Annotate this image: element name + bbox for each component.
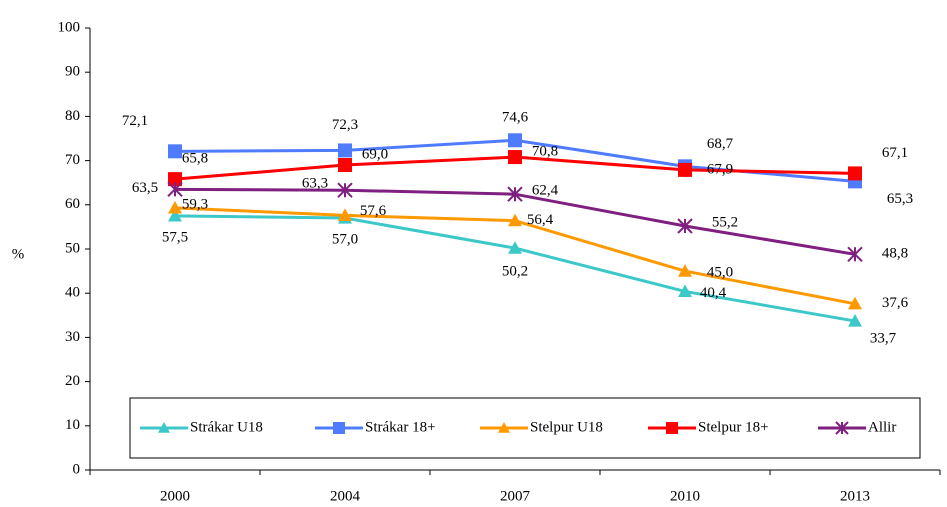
data-point bbox=[507, 186, 523, 202]
legend-label: Stelpur 18+ bbox=[698, 419, 769, 435]
legend-marker bbox=[666, 422, 678, 434]
data-label: 57,5 bbox=[162, 229, 188, 245]
data-point bbox=[337, 182, 353, 198]
data-point bbox=[508, 150, 522, 165]
data-point bbox=[848, 296, 862, 310]
legend-label: Stelpur U18 bbox=[530, 419, 603, 435]
data-point bbox=[168, 200, 182, 214]
y-tick-label: 50 bbox=[65, 240, 80, 256]
data-label: 33,7 bbox=[870, 330, 897, 346]
data-label: 56,4 bbox=[527, 212, 554, 228]
data-point bbox=[678, 284, 692, 298]
data-point bbox=[508, 133, 522, 148]
data-label: 57,0 bbox=[332, 231, 358, 247]
data-label: 65,8 bbox=[182, 151, 208, 167]
y-tick-label: 30 bbox=[65, 329, 80, 345]
data-label: 67,1 bbox=[882, 145, 908, 161]
y-tick-label: 60 bbox=[65, 196, 80, 212]
data-label: 70,8 bbox=[532, 144, 558, 160]
legend-marker bbox=[158, 422, 170, 433]
data-point bbox=[677, 218, 693, 234]
data-label: 67,9 bbox=[707, 161, 733, 177]
data-label: 59,3 bbox=[182, 196, 208, 212]
y-axis-label: % bbox=[12, 246, 25, 262]
data-label: 65,3 bbox=[887, 191, 913, 207]
data-point bbox=[338, 208, 352, 222]
data-point bbox=[678, 162, 692, 177]
data-point bbox=[168, 208, 182, 222]
legend-marker bbox=[835, 421, 849, 435]
legend-label: Strákar 18+ bbox=[365, 419, 436, 435]
y-tick-label: 0 bbox=[73, 461, 81, 477]
y-tick-label: 90 bbox=[65, 64, 80, 80]
y-tick-label: 80 bbox=[65, 108, 80, 124]
data-point bbox=[848, 314, 862, 327]
data-label: 62,4 bbox=[532, 183, 559, 199]
data-label: 48,8 bbox=[882, 246, 908, 262]
x-tick-label: 2013 bbox=[840, 488, 870, 504]
y-tick-label: 40 bbox=[65, 285, 80, 301]
data-label: 72,1 bbox=[122, 113, 148, 129]
data-label: 45,0 bbox=[707, 265, 733, 281]
y-tick-label: 70 bbox=[65, 152, 80, 168]
x-tick-label: 2010 bbox=[670, 488, 700, 504]
data-label: 74,6 bbox=[502, 110, 529, 126]
data-label: 63,5 bbox=[132, 180, 158, 196]
data-point bbox=[168, 172, 182, 187]
data-point bbox=[338, 158, 352, 173]
data-label: 57,6 bbox=[360, 203, 387, 219]
legend-label: Strákar U18 bbox=[190, 419, 263, 435]
data-label: 68,7 bbox=[707, 136, 734, 152]
data-point bbox=[848, 166, 862, 181]
data-point bbox=[168, 144, 182, 159]
y-tick-label: 100 bbox=[58, 19, 81, 35]
data-label: 63,3 bbox=[302, 176, 328, 192]
data-label: 72,3 bbox=[332, 117, 358, 133]
legend-label: Allir bbox=[868, 419, 896, 435]
data-point bbox=[338, 143, 352, 158]
x-tick-label: 2007 bbox=[500, 488, 531, 504]
legend-marker bbox=[498, 422, 510, 433]
data-point bbox=[678, 264, 692, 277]
data-label: 37,6 bbox=[882, 295, 909, 311]
x-tick-label: 2000 bbox=[160, 488, 190, 504]
legend-marker bbox=[333, 422, 345, 434]
data-point bbox=[847, 246, 863, 263]
data-point bbox=[508, 241, 522, 254]
data-label: 50,2 bbox=[502, 264, 528, 280]
data-point bbox=[167, 181, 183, 198]
data-label: 55,2 bbox=[712, 214, 738, 230]
y-tick-label: 20 bbox=[65, 373, 80, 389]
data-label: 69,0 bbox=[362, 146, 388, 162]
y-tick-label: 10 bbox=[65, 417, 80, 433]
x-tick-label: 2004 bbox=[330, 488, 361, 504]
data-label: 40,4 bbox=[700, 285, 727, 301]
data-point bbox=[508, 213, 522, 227]
